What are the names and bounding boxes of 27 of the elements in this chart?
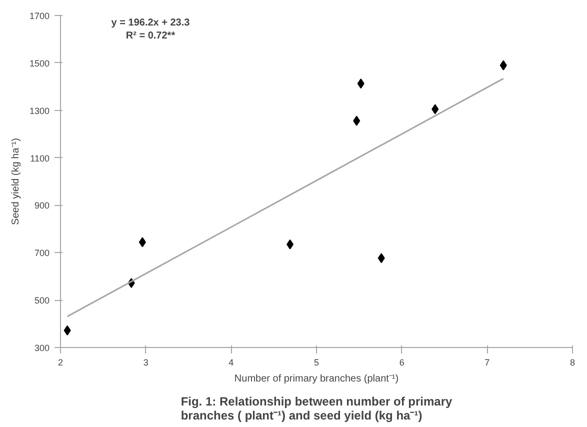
point: [500, 60, 507, 70]
y-tick-label: 700: [34, 248, 50, 258]
x-tick-label: 6: [399, 358, 404, 368]
y-tick-label: 1700: [29, 11, 50, 21]
point: [357, 78, 364, 89]
x-axis-title: Number of primary branches (plant⁻¹): [234, 374, 399, 384]
x-tick-label: 8: [570, 358, 576, 368]
y-tick-label: 1300: [29, 106, 50, 116]
point: [286, 239, 294, 250]
y-axis-title: Seed yield (kg ha⁻¹): [10, 138, 22, 225]
point: [353, 116, 360, 126]
x-tick-label: 5: [314, 358, 320, 368]
point: [432, 104, 439, 114]
x-tick-label: 2: [58, 358, 64, 368]
x-tick-label: 3: [143, 358, 148, 368]
y-tick-label: 300: [34, 343, 50, 353]
y-tick-label: 500: [34, 296, 50, 306]
point: [138, 237, 146, 248]
point: [64, 325, 71, 336]
y-tick-label: 1100: [30, 153, 50, 164]
annotation: y = 196.2x + 23.3 R² = 0.72**: [111, 18, 190, 42]
y-tick-label: 1500: [29, 58, 50, 68]
point: [378, 253, 385, 264]
x-tick-label: 7: [484, 358, 490, 368]
caption: Fig. 1: Relationship between number of primary branches ( plant⁻¹) and seed yield (kg ha⁻¹): [180, 394, 453, 422]
y-tick-label: 900: [34, 200, 50, 211]
x-tick-label: 4: [228, 358, 234, 368]
